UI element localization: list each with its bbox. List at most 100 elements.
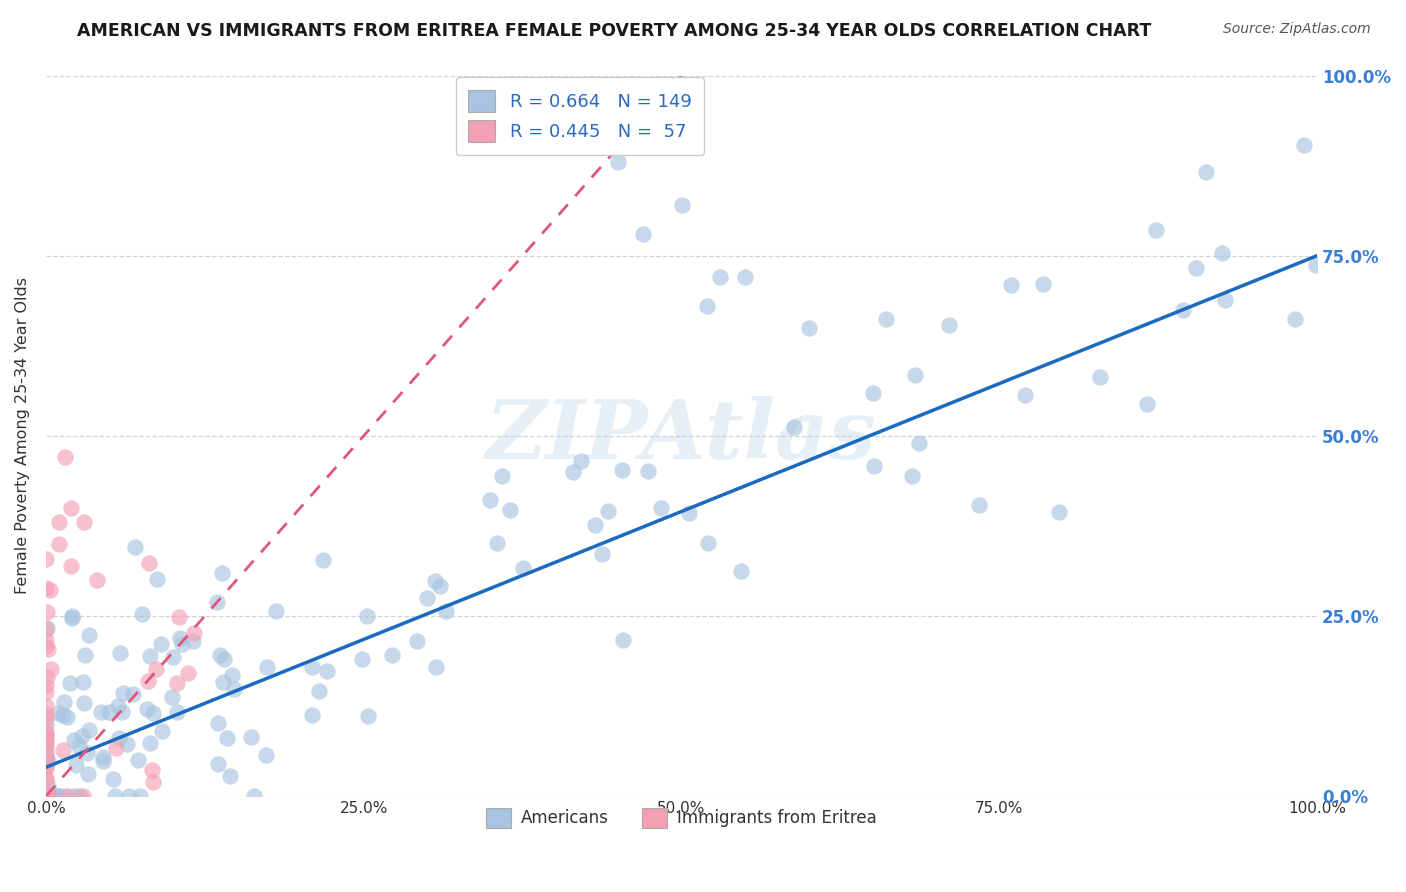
Point (499, 503, 522, 517)
Point (696, 536, 718, 550)
Point (562, 465, 585, 479)
Point (150, 723, 173, 738)
Point (101, 772, 124, 786)
Point (183, 625, 205, 640)
Point (56, 710, 79, 724)
Point (52, 742, 75, 756)
Point (434, 604, 457, 618)
Point (46, 706, 69, 720)
Point (35, 789, 58, 803)
Point (166, 705, 188, 719)
Point (39, 662, 62, 676)
Point (208, 648, 231, 662)
Point (35, 706, 58, 721)
Point (610, 463, 633, 477)
Point (35, 621, 58, 635)
Point (35, 789, 58, 803)
Point (41, 789, 63, 803)
Point (1211, 246, 1233, 260)
Point (53, 450, 76, 465)
Point (678, 507, 700, 521)
Point (160, 690, 183, 705)
Point (42, 789, 65, 803)
Point (35, 789, 58, 803)
Point (35, 711, 58, 725)
Point (90, 705, 112, 719)
Point (115, 737, 138, 751)
Point (35, 789, 58, 803)
Point (35, 632, 58, 647)
Point (218, 769, 240, 783)
Point (797, 320, 820, 334)
Point (35, 772, 58, 787)
Point (35, 677, 58, 691)
Point (104, 789, 127, 803)
Point (110, 646, 132, 660)
Point (37, 754, 59, 768)
Point (169, 631, 191, 645)
Point (35, 734, 58, 748)
Point (52, 707, 75, 722)
Point (72, 789, 94, 803)
Point (77, 723, 100, 737)
Point (35, 717, 58, 731)
Point (301, 708, 323, 723)
Point (405, 634, 427, 648)
Point (35, 789, 58, 803)
Point (212, 675, 235, 690)
Point (107, 731, 129, 745)
Point (1136, 397, 1159, 411)
Point (35, 724, 58, 739)
Point (107, 699, 129, 714)
Point (212, 651, 235, 665)
Point (35, 685, 58, 699)
Point (60, 558, 83, 573)
Point (35, 789, 58, 803)
Point (35, 772, 58, 787)
Point (1305, 258, 1327, 272)
Point (59, 675, 82, 690)
Point (596, 504, 619, 518)
Point (696, 299, 718, 313)
Point (215, 731, 238, 745)
Point (170, 637, 193, 651)
Point (612, 632, 634, 647)
Point (97, 705, 120, 719)
Text: Source: ZipAtlas.com: Source: ZipAtlas.com (1223, 22, 1371, 37)
Point (1184, 261, 1206, 276)
Point (35, 726, 58, 740)
Point (139, 736, 162, 750)
Point (35, 759, 58, 773)
Point (35, 789, 58, 803)
Point (1090, 370, 1112, 384)
Point (53, 789, 76, 803)
Point (1292, 138, 1315, 153)
Point (35, 789, 58, 803)
Point (162, 650, 184, 665)
Point (65, 757, 87, 772)
Point (141, 706, 163, 720)
Point (479, 493, 502, 508)
Point (142, 774, 165, 789)
Point (104, 741, 127, 756)
Point (35, 605, 58, 619)
Point (76, 746, 98, 760)
Point (48, 789, 70, 803)
Point (312, 552, 335, 566)
Point (60, 611, 83, 625)
Point (1047, 505, 1070, 519)
Point (42, 789, 65, 803)
Point (491, 468, 513, 483)
Point (76, 767, 98, 781)
Point (35, 789, 58, 803)
Point (37, 789, 59, 803)
Point (167, 610, 190, 624)
Point (79, 628, 101, 642)
Point (48, 537, 70, 551)
Point (35, 789, 58, 803)
Point (58, 789, 80, 803)
Point (124, 540, 146, 554)
Point (1213, 293, 1236, 308)
Point (35, 639, 58, 653)
Point (35, 581, 58, 595)
